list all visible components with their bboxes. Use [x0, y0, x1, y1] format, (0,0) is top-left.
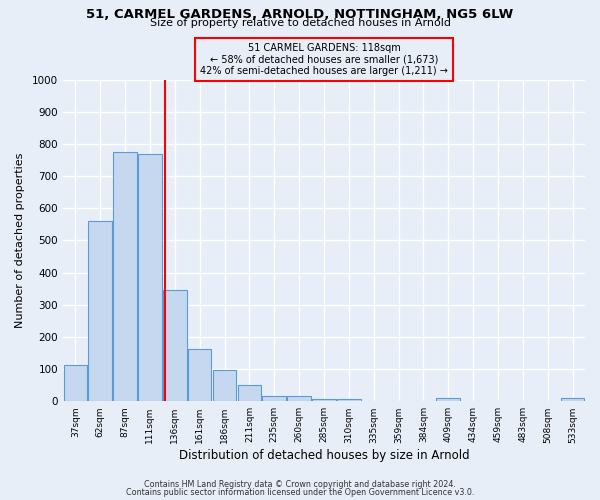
- X-axis label: Distribution of detached houses by size in Arnold: Distribution of detached houses by size …: [179, 450, 469, 462]
- Bar: [238, 384, 261, 402]
- Bar: [88, 221, 112, 402]
- Text: Contains HM Land Registry data © Crown copyright and database right 2024.: Contains HM Land Registry data © Crown c…: [144, 480, 456, 489]
- Text: 51, CARMEL GARDENS, ARNOLD, NOTTINGHAM, NG5 6LW: 51, CARMEL GARDENS, ARNOLD, NOTTINGHAM, …: [86, 8, 514, 20]
- Bar: [262, 396, 286, 402]
- Bar: [113, 152, 137, 402]
- Text: 51 CARMEL GARDENS: 118sqm
← 58% of detached houses are smaller (1,673)
42% of se: 51 CARMEL GARDENS: 118sqm ← 58% of detac…: [200, 43, 448, 76]
- Bar: [561, 398, 584, 402]
- Bar: [436, 398, 460, 402]
- Bar: [213, 370, 236, 402]
- Bar: [188, 349, 211, 402]
- Bar: [138, 154, 162, 402]
- Bar: [64, 365, 87, 402]
- Bar: [163, 290, 187, 402]
- Bar: [287, 396, 311, 402]
- Y-axis label: Number of detached properties: Number of detached properties: [15, 152, 25, 328]
- Bar: [337, 398, 361, 402]
- Text: Size of property relative to detached houses in Arnold: Size of property relative to detached ho…: [149, 18, 451, 28]
- Bar: [312, 398, 336, 402]
- Text: Contains public sector information licensed under the Open Government Licence v3: Contains public sector information licen…: [126, 488, 474, 497]
